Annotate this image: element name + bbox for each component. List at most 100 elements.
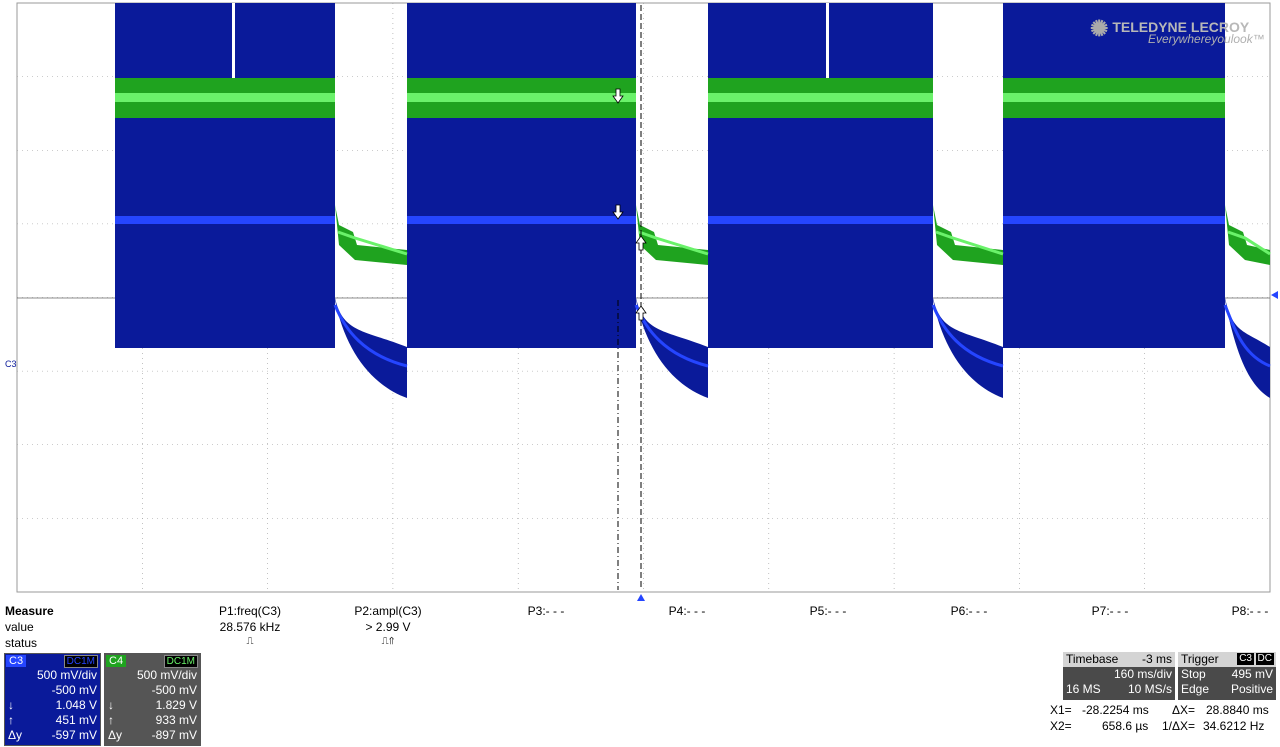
c4-decay-core [638,230,709,256]
offset: -500 mV [51,683,97,697]
trigger-descriptor[interactable]: Trigger C3 DC Stop 495 mV Edge Positive [1178,652,1276,700]
cursor-down-arrow-icon [612,204,624,220]
channel-c4-descriptor[interactable]: C4 DC1M 500 mV/div -500 mV ↓ 1.829 V ↑ 933… [104,653,201,746]
param-value: 28.576 kHz [219,620,281,634]
delta-y-value: Δy -597 mV [8,728,97,742]
cursor-x1-value: -28.2254 ms [1082,703,1149,717]
c3-burst-core [1003,216,1225,224]
param-status [1070,636,1150,652]
measure-param-2[interactable]: P2:ampl(C3) > 2.99 V ⎍⇑ [348,604,428,652]
param-label: P1:freq(C3) [218,604,282,618]
cursor-down-arrow-icon [612,88,624,104]
volts-per-div: 500 mV/div [136,668,197,682]
gridlines [17,3,1270,592]
c4-burst-core [407,93,636,102]
trigger-level-marker[interactable] [1271,291,1278,299]
param-value: > 2.99 V [365,620,411,634]
cursor1-value: ↓ 1.048 V [8,698,97,712]
c4-decay-core [337,230,408,256]
cursor-dx-value: 28.8840 ms [1206,703,1269,717]
channel-c3-descriptor[interactable]: C3 DC1M 500 mV/div -500 mV ↓ 1.048 V ↑ 451… [4,653,101,746]
c4-decay-core [935,230,1004,256]
c3-burst-core [708,216,933,224]
waveform-grid[interactable] [0,0,1280,600]
measure-param-5[interactable]: P5:- - - [788,604,868,652]
param-label: P2:ampl(C3) [354,604,422,618]
down-arrow-icon: ↓ [8,698,14,712]
param-status [1210,636,1280,652]
measure-param-6[interactable]: P6:- - - [929,604,1009,652]
c3-decay [636,298,708,398]
param-label: P4:- - - [668,604,706,618]
channel-c3-marker[interactable]: C3 [5,359,17,369]
cursor-up-arrow-icon [635,235,647,251]
c3-decay [933,298,1003,398]
param-value [506,620,586,636]
logo: ✺ TELEDYNE LECROY [1090,16,1250,41]
param-status: ⎍ [246,636,254,647]
c4-burst-core [115,93,335,102]
coupling-badge: DC1M [163,655,198,668]
volts-per-div: 500 mV/div [36,668,97,682]
trigger-position-marker[interactable] [637,594,645,601]
c4-burst-core [1003,93,1225,102]
param-status [506,636,586,652]
measure-value-label: value [5,620,34,634]
cursor-x1-label: X1= [1050,703,1072,717]
c3-decay [335,298,407,398]
cursor-inv-dx-value: 34.6212 Hz [1203,719,1265,733]
param-value [647,620,727,636]
burst-notch [232,3,235,78]
param-label: P6:- - - [950,604,988,618]
cursor-overlays [612,5,647,590]
measure-param-1[interactable]: P1:freq(C3) 28.576 kHz ⎍ [210,604,290,652]
c3-decay-core [333,304,408,368]
up-arrow-icon: ↑ [8,713,14,727]
c3-decay-core [1223,304,1271,368]
c3-burst [407,3,636,348]
param-status: ⎍⇑ [381,636,395,647]
c4-decay-core [1227,230,1271,256]
c4-burst-core [708,93,933,102]
up-arrow-icon: ↑ [108,713,114,727]
measure-param-4[interactable]: P4:- - - [647,604,727,652]
param-label: P5:- - - [809,604,847,618]
c3-burst-core [115,216,335,224]
param-label: P3:- - - [527,604,565,618]
param-value [1070,620,1150,636]
cursor-dx-label: ΔX= [1172,703,1196,717]
param-label: P7:- - - [1091,604,1129,618]
c4-decay [933,205,1003,265]
param-value [929,620,1009,636]
c4-decay [1225,205,1270,265]
cursor2-value: ↑ 933 mV [108,713,197,727]
measure-param-3[interactable]: P3:- - - [506,604,586,652]
channel-tag: C3 [6,655,27,667]
c3-burst [708,3,933,348]
cursor1-value: ↓ 1.829 V [108,698,197,712]
measure-param-7[interactable]: P7:- - - [1070,604,1150,652]
c3-burst-core [407,216,636,224]
measure-title[interactable]: Measure [5,604,54,618]
down-arrow-icon: ↓ [108,698,114,712]
teledyne-logo-icon: ✺ [1090,16,1109,41]
c3-burst [1003,3,1225,348]
timebase-descriptor[interactable]: Timebase -3 ms 160 ms/div 16 MS 10 MS/s [1063,652,1175,700]
cursor-up-arrow-icon [635,305,647,321]
logo-tagline: Everywhereyoulook™ [1148,32,1265,46]
c3-burst [115,3,335,348]
burst-notch [826,3,829,78]
param-value [1210,620,1280,636]
param-status [929,636,1009,652]
cursor2-value: ↑ 451 mV [8,713,97,727]
offset: -500 mV [151,683,197,697]
param-value [788,620,868,636]
measure-param-8[interactable]: P8:- - - [1210,604,1280,652]
cursor-inv-dx-label: 1/ΔX= [1162,719,1196,733]
c3-decay-core [931,304,1004,368]
param-status [788,636,868,652]
param-status [647,636,727,652]
param-label: P8:- - - [1231,604,1269,618]
channel-tag: C4 [106,655,127,667]
cursor-x2-label: X2= [1050,719,1072,733]
